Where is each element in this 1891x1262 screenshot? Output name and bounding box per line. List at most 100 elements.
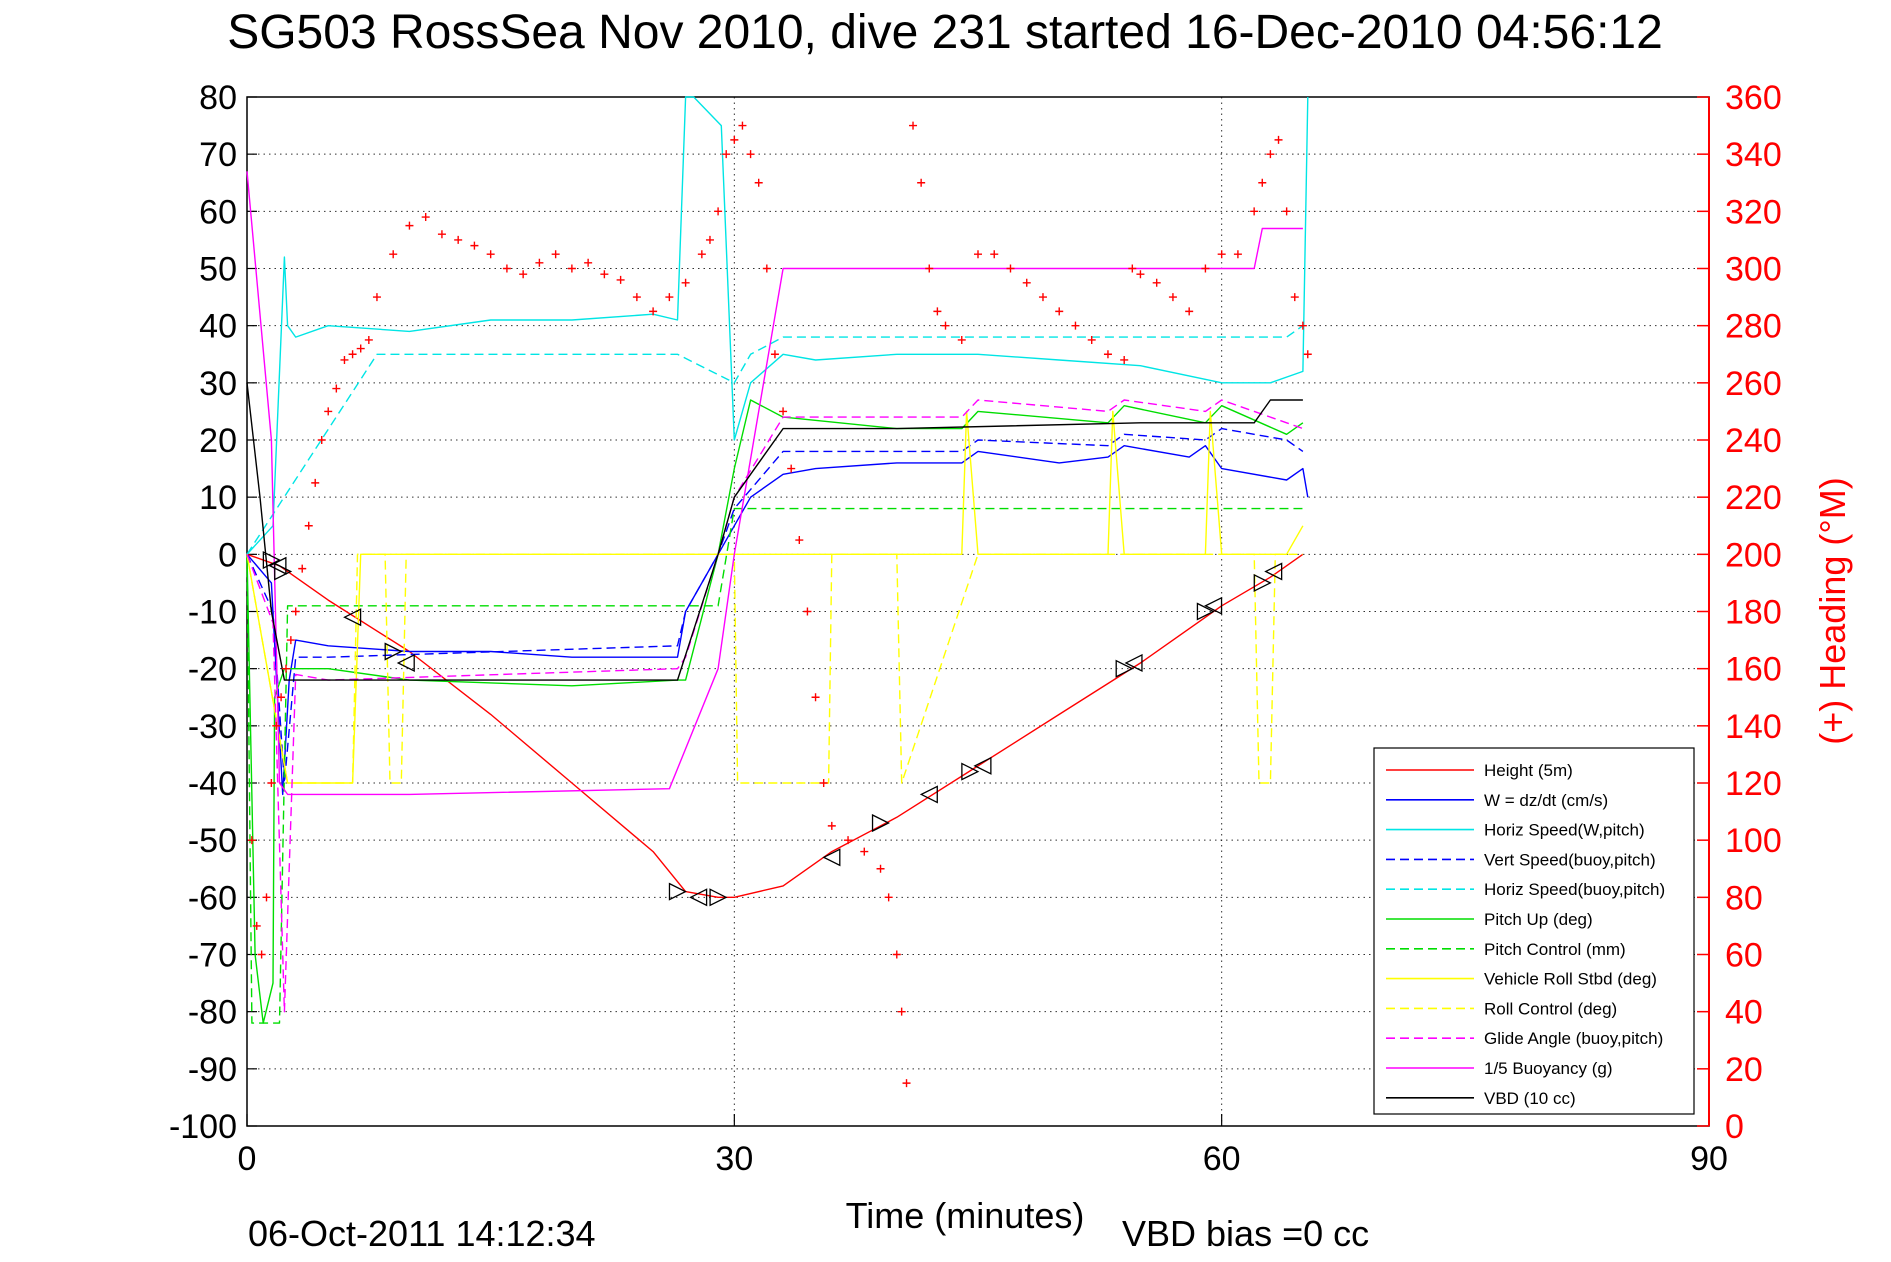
heading-point (705, 235, 714, 244)
heading-point (1038, 293, 1047, 302)
legend-label-11: VBD (10 cc) (1484, 1089, 1576, 1108)
legend-label-3: Vert Speed(buoy,pitch) (1484, 850, 1656, 869)
heading-point (304, 521, 313, 530)
heading-point (665, 293, 674, 302)
height-marker (274, 562, 293, 581)
y2-tick-label: 300 (1725, 251, 1782, 289)
heading-point (697, 250, 706, 259)
legend-label-4: Horiz Speed(buoy,pitch) (1484, 880, 1665, 899)
heading-point (1185, 307, 1194, 316)
heading-point (811, 693, 820, 702)
heading-point (803, 607, 812, 616)
y-tick-label: 10 (199, 479, 237, 517)
heading-point (787, 464, 796, 473)
heading-point (286, 636, 295, 645)
heading-point (1055, 307, 1064, 316)
heading-point (917, 178, 926, 187)
series-line-4 (246, 325, 1304, 555)
heading-point (941, 321, 950, 330)
heading-point (649, 307, 658, 316)
heading-point (1201, 264, 1210, 273)
y2-tick-label: 120 (1725, 765, 1782, 803)
heading-point (827, 821, 836, 830)
series-line-1 (246, 445, 1309, 796)
y2-tick-label: 240 (1725, 422, 1782, 460)
heading-point (632, 293, 641, 302)
heading-point (421, 213, 430, 222)
y-tick-label: 60 (199, 193, 237, 231)
y2-tick-label: 180 (1725, 594, 1782, 632)
heading-point (974, 250, 982, 259)
y2-tick-label: 320 (1725, 193, 1782, 231)
height-marker (871, 813, 890, 833)
heading-point (298, 564, 307, 573)
y2-tick-label: 20 (1725, 1051, 1763, 1089)
y2-tick-label: 220 (1725, 479, 1782, 517)
heading-point (317, 436, 326, 444)
heading-point (584, 258, 593, 267)
heading-point (1274, 135, 1283, 144)
heading-point (311, 478, 320, 487)
heading-point (567, 264, 576, 273)
heading-point (1006, 264, 1015, 273)
footer-timestamp: 06-Oct-2011 14:12:34 (248, 1213, 596, 1254)
heading-point (714, 207, 723, 216)
heading-point (795, 536, 804, 545)
heading-point (1266, 150, 1275, 159)
series-lines (246, 96, 1309, 1024)
heading-point (340, 355, 349, 364)
heading-point (1087, 335, 1096, 344)
legend-label-2: Horiz Speed(W,pitch) (1484, 821, 1645, 840)
heading-point (356, 344, 365, 353)
y-tick-label: 70 (199, 136, 237, 174)
y-tick-label: -50 (188, 822, 237, 860)
height-marker (1204, 596, 1223, 615)
heading-point (486, 250, 495, 259)
y2-tick-label: 140 (1725, 708, 1782, 746)
heading-point (925, 264, 934, 273)
height-marker (343, 608, 362, 627)
heading-point (502, 264, 511, 273)
heading-point (1298, 321, 1307, 330)
heading-point (372, 293, 381, 302)
height-marker (822, 848, 841, 867)
heading-point (277, 693, 286, 702)
heading-point (470, 241, 479, 250)
heading-point (272, 721, 281, 730)
series-line-2 (246, 96, 1309, 555)
heading-point (535, 258, 544, 267)
height-marker (262, 550, 281, 570)
y-tick-label: 30 (199, 365, 237, 403)
height-marker (1264, 562, 1283, 581)
heading-point (957, 335, 966, 344)
legend-label-0: Height (5m) (1484, 761, 1573, 780)
chart-title: SG503 RossSea Nov 2010, dive 231 started… (227, 6, 1663, 59)
heading-point (746, 150, 755, 159)
heading-point (730, 135, 739, 144)
height-marker (384, 642, 403, 661)
heading-point (1258, 178, 1267, 187)
heading-point (990, 250, 999, 259)
heading-markers (247, 121, 1312, 1088)
series-line-10 (246, 171, 1303, 796)
heading-point (267, 779, 276, 787)
heading-point (1168, 293, 1177, 302)
heading-point (454, 235, 463, 244)
y2-tick-label: 260 (1725, 365, 1782, 403)
y-tick-label: 40 (199, 308, 237, 346)
y2-tick-label: 100 (1725, 822, 1782, 860)
heading-point (348, 350, 357, 359)
heading-point (1233, 250, 1242, 259)
heading-point (437, 230, 446, 239)
heading-point (1136, 270, 1145, 279)
series-line-6 (246, 507, 1303, 1024)
heading-point (291, 607, 300, 616)
y2-tick-label: 200 (1725, 536, 1782, 574)
legend: Height (5m) W = dz/dt (cm/s) Horiz Speed(W… (1373, 747, 1695, 1115)
y-tick-label: -90 (188, 1051, 237, 1089)
heading-point (252, 921, 261, 930)
height-marker (268, 556, 287, 575)
height-marker (973, 756, 992, 775)
height-marker (919, 785, 938, 804)
series-line-11 (246, 382, 1303, 681)
